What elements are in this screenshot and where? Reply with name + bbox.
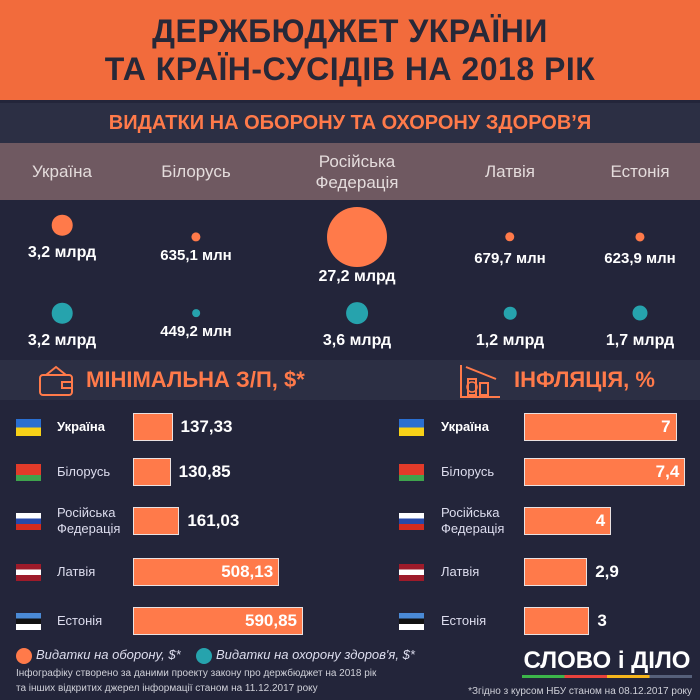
defense-value: 635,1 млн — [160, 247, 232, 264]
health-bubble — [346, 302, 368, 324]
legend-health-dot — [196, 648, 212, 664]
row-label: Білорусь — [57, 464, 111, 479]
bar — [133, 558, 280, 586]
flag-icon — [399, 613, 424, 630]
row-label: Україна — [441, 419, 490, 434]
legend-defense: Видатки на оборону, $* — [36, 647, 181, 662]
flag-icon — [16, 419, 41, 436]
defense-bubble — [505, 232, 515, 242]
health-bubble — [632, 305, 648, 321]
bar-value: 590,85 — [245, 611, 297, 630]
bar-value: 2,9 — [595, 562, 619, 581]
flag-icon — [399, 513, 424, 530]
health-bubble — [192, 309, 200, 317]
defense-bubble — [51, 214, 73, 236]
bar-value: 7 — [661, 417, 671, 436]
logo-stripe — [522, 675, 692, 678]
row-label: Російська Федерація — [57, 505, 121, 536]
defense-value: 27,2 млрд — [318, 268, 396, 285]
health-value: 3,6 млрд — [322, 332, 392, 349]
flag-icon — [16, 564, 41, 581]
source-note-1: Інфографіку створено за даними проекту з… — [16, 668, 377, 679]
bar — [524, 413, 677, 441]
wallet-icon — [39, 365, 73, 396]
defense-bubble — [327, 207, 387, 267]
bar-value: 137,33 — [180, 417, 233, 436]
row-label: Естонія — [57, 613, 103, 628]
defense-value: 623,9 млн — [604, 250, 676, 267]
flag-icon — [16, 613, 41, 630]
legend-defense-dot — [16, 648, 32, 664]
section-title-wage: МІНІМАЛЬНА З/П, $* — [0, 360, 350, 400]
bar — [524, 507, 612, 535]
bar-value: 161,03 — [187, 511, 240, 530]
health-value: 3,2 млрд — [27, 332, 97, 349]
country-column-label: Естонія — [610, 162, 670, 181]
row-label: Латвія — [57, 564, 96, 579]
bar — [133, 458, 171, 486]
source-note-2: та інших відкритих джерел інформації ста… — [16, 683, 318, 694]
health-value: 449,2 млн — [160, 323, 232, 340]
defense-value: 3,2 млрд — [27, 244, 97, 261]
section-title-spending: ВИДАТКИ НА ОБОРОНУ ТА ОХОРОНУ ЗДОРОВ’Я — [0, 103, 700, 143]
bar-value: 130,85 — [178, 462, 231, 481]
section-title-inflation: ІНФЛЯЦІЯ, % — [350, 360, 700, 400]
row-label: Білорусь — [441, 464, 495, 479]
health-bubble — [51, 302, 73, 324]
bar — [133, 507, 180, 535]
flag-icon — [16, 513, 41, 530]
flag-icon — [399, 564, 424, 581]
bar — [524, 558, 588, 586]
country-column-label: Україна — [32, 162, 92, 181]
footnote: *Згідно з курсом НБУ станом на 08.12.201… — [468, 686, 692, 697]
country-column-label: Російська Федерація — [315, 152, 399, 192]
health-value: 1,7 млрд — [605, 332, 675, 349]
bar-value: 7,4 — [655, 462, 680, 481]
country-header-band: Україна Білорусь Російська Федерація Латвія… — [0, 143, 700, 200]
defense-value: 679,7 млн — [474, 250, 546, 267]
flag-icon — [399, 419, 424, 436]
row-label: Україна — [57, 419, 106, 434]
row-label: Російська Федерація — [441, 505, 505, 536]
bar-value: 508,13 — [221, 562, 274, 581]
row-label: Латвія — [441, 564, 480, 579]
chart-decline-icon — [460, 365, 500, 398]
bar — [133, 413, 173, 441]
legend-health: Видатки на охорону здоров'я, $* — [216, 647, 415, 662]
bar — [524, 607, 590, 635]
bar — [133, 607, 303, 635]
page-title: ДЕРЖБЮДЖЕТ УКРАЇНИ ТА КРАЇН-СУСІДІВ НА 2… — [0, 0, 700, 100]
health-value: 1,2 млрд — [475, 332, 545, 349]
country-column-label: Білорусь — [161, 162, 231, 181]
bar-value: 3 — [597, 611, 607, 630]
bar-value: 4 — [595, 511, 606, 530]
row-label: Естонія — [441, 613, 487, 628]
flag-icon — [399, 464, 424, 481]
logo: СЛОВО і ДІЛО — [523, 647, 691, 674]
country-column-label: Латвія — [484, 162, 536, 181]
bar — [524, 458, 686, 486]
defense-bubble — [635, 232, 645, 242]
health-bubble — [503, 306, 517, 320]
flag-icon — [16, 464, 41, 481]
defense-bubble — [191, 232, 201, 242]
